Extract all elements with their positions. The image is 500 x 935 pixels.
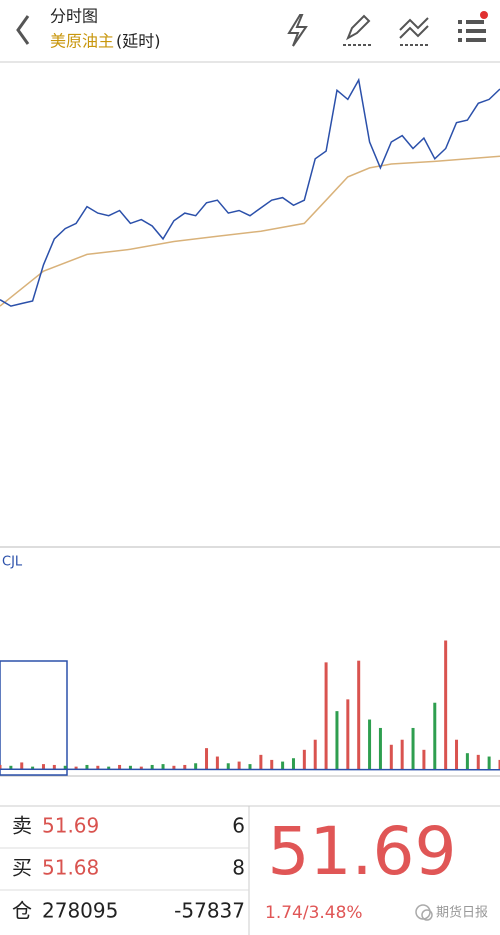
buy-volume: 8 — [232, 856, 245, 880]
volume-bar — [85, 764, 89, 770]
open-interest: 278095 — [42, 899, 118, 923]
sell-label: 卖 — [12, 814, 32, 838]
volume-bar — [313, 739, 317, 770]
volume-bar — [335, 711, 339, 770]
price-line — [0, 77, 500, 307]
volume-bar — [259, 754, 263, 770]
indicator-icon[interactable] — [399, 17, 429, 46]
volume-bar — [96, 765, 100, 770]
volume-bar — [150, 764, 154, 770]
oi-change: -57837 — [174, 899, 245, 923]
volume-bar — [411, 727, 415, 770]
volume-bar — [63, 765, 67, 770]
header-title: 分时图 — [50, 7, 98, 26]
volume-bar — [465, 753, 469, 770]
last-price: 51.69 — [268, 813, 457, 890]
volume-bar — [139, 766, 143, 770]
volume-bar — [433, 702, 437, 770]
volume-bar — [476, 754, 480, 770]
volume-bar — [291, 758, 295, 770]
instrument-name: 美原油主 — [50, 32, 114, 51]
back-button[interactable] — [16, 15, 30, 45]
volume-bar — [183, 764, 187, 770]
price-change: 1.74/3.48% — [265, 903, 363, 923]
menu-icon[interactable] — [458, 11, 488, 42]
volume-label: CJL — [2, 555, 23, 570]
volume-bar — [422, 749, 426, 770]
volume-bar — [0, 764, 2, 770]
volume-bar — [9, 765, 13, 770]
sell-volume: 6 — [232, 814, 245, 838]
delay-note: (延时) — [116, 32, 161, 51]
volume-bar — [302, 749, 306, 770]
volume-bar — [172, 765, 176, 770]
flash-icon[interactable] — [287, 14, 308, 47]
volume-bar — [368, 719, 372, 770]
oi-label: 仓 — [12, 899, 32, 923]
volume-bar — [487, 756, 491, 770]
volume-bar — [52, 764, 56, 770]
volume-bar — [31, 766, 35, 770]
sell-price: 51.69 — [42, 814, 99, 838]
draw-icon[interactable] — [343, 14, 371, 46]
buy-label: 买 — [12, 856, 32, 880]
volume-bar — [444, 640, 448, 770]
volume-bar — [389, 744, 393, 770]
volume-bar — [248, 764, 252, 770]
selection-box — [0, 660, 68, 776]
volume-bar — [378, 727, 382, 770]
volume-bar — [237, 761, 241, 770]
volume-bar — [455, 739, 459, 770]
volume-bar — [400, 739, 404, 770]
volume-bar — [74, 766, 78, 770]
volume-bar — [118, 764, 122, 770]
volume-bar — [324, 662, 328, 770]
average-line — [0, 155, 500, 307]
volume-bar — [357, 660, 361, 770]
watermark: 期货日报 — [436, 905, 488, 921]
volume-bar — [20, 762, 24, 770]
volume-bar — [226, 763, 230, 770]
watermark-icon — [415, 904, 433, 921]
volume-bar — [107, 766, 111, 770]
buy-price: 51.68 — [42, 856, 99, 880]
volume-bar — [41, 764, 45, 770]
volume-bar — [161, 764, 165, 770]
volume-bar — [128, 765, 132, 770]
volume-bar — [194, 763, 198, 770]
volume-bar — [205, 748, 209, 770]
volume-bar — [281, 761, 285, 770]
volume-bar — [215, 756, 219, 770]
volume-bar — [346, 699, 350, 770]
volume-bar — [270, 759, 274, 770]
header-bar — [0, 0, 500, 62]
volume-bar — [498, 759, 500, 770]
